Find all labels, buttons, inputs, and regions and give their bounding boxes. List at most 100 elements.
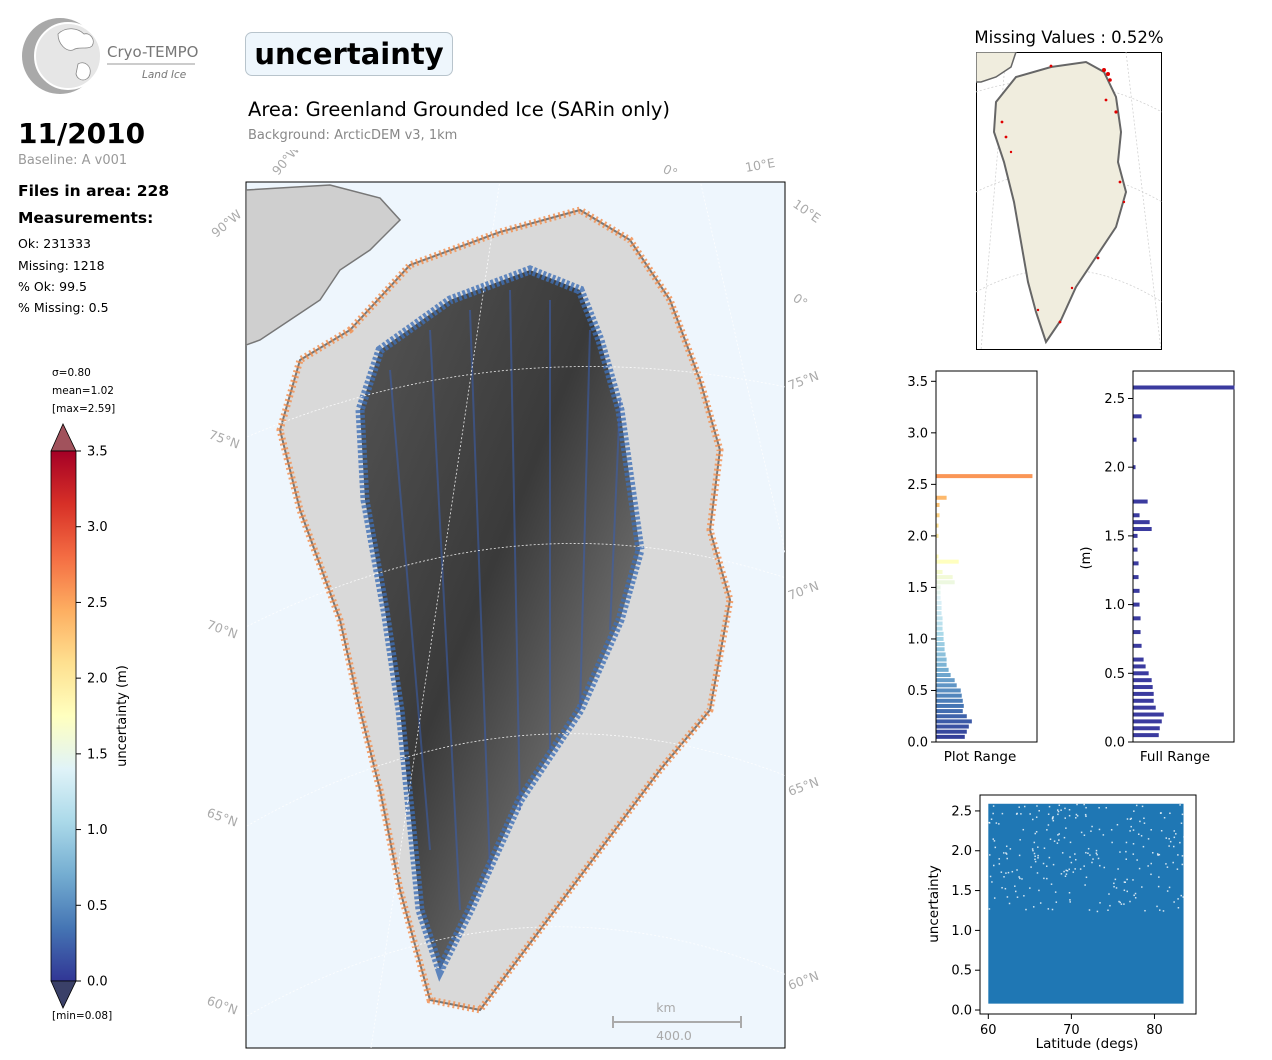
hist-bar — [936, 667, 949, 672]
scatter-gap — [1043, 847, 1046, 849]
scatter-gap — [989, 854, 991, 856]
scatter-gap — [1085, 815, 1087, 818]
scatter-gap — [1020, 813, 1022, 815]
hist-bar — [936, 724, 969, 729]
scatter-gap — [1120, 903, 1123, 905]
ellesmere-land — [246, 184, 402, 346]
scatter-gap — [1070, 861, 1073, 864]
scatter-gap — [1144, 909, 1146, 912]
colorbar-tick-label: 0.0 — [87, 975, 108, 990]
scatter-gap — [1182, 896, 1185, 898]
scatter-gap — [992, 812, 994, 815]
scatter-gap — [1091, 861, 1093, 864]
hist-bar — [936, 652, 946, 657]
lat-label-65-right: 65°N — [786, 774, 821, 799]
hist-bar — [936, 662, 947, 667]
scatter-gap — [1129, 830, 1131, 832]
scatter-gap — [998, 858, 1000, 860]
lat-label-70-right: 70°N — [786, 578, 821, 603]
scatter-gap — [1157, 885, 1160, 888]
hist-bar — [936, 474, 1033, 479]
scatter-gap — [1143, 822, 1146, 824]
scatter-gap — [1107, 909, 1109, 911]
scatter-gap — [1150, 829, 1152, 831]
lon-label-0-right: 0° — [790, 290, 810, 310]
scatter-gap — [1025, 908, 1027, 911]
scatter-gap — [1132, 853, 1135, 855]
scatter-gap — [1134, 892, 1137, 895]
scatter-gap — [1133, 810, 1135, 812]
scatter-gap — [1109, 904, 1111, 907]
hist-bar — [1133, 671, 1149, 676]
scatter-gap — [1135, 804, 1138, 807]
hist-bar — [1133, 726, 1160, 731]
stat-pct-ok: % Ok: 99.5 — [18, 279, 87, 294]
hist-bar — [936, 585, 941, 590]
scatter-gap — [1175, 833, 1177, 835]
inset-greenland — [992, 60, 1128, 345]
scatter-gap — [1147, 865, 1149, 867]
scatter-gap — [1046, 877, 1048, 880]
scatter-gap — [1050, 883, 1053, 885]
scatter-gap — [1032, 906, 1035, 908]
scatter-gap — [1076, 803, 1078, 806]
scatter-gap — [1080, 831, 1083, 834]
scatter-gap — [1087, 847, 1090, 850]
scatter-gap — [1037, 857, 1039, 859]
scatter-gap — [1118, 900, 1120, 903]
scatter-gap — [1061, 852, 1064, 854]
hist-bar — [1133, 561, 1139, 566]
scatter-gap — [1051, 817, 1054, 819]
graticule — [246, 182, 785, 1048]
scatter-gap — [1130, 825, 1132, 828]
scatter-gap — [1005, 852, 1007, 854]
scatter-gap — [1052, 816, 1054, 818]
scatter-gap — [1036, 805, 1038, 807]
scatter-gap — [1083, 834, 1086, 836]
colorbar-tick-label: 0.5 — [87, 899, 108, 914]
hist-bar — [936, 513, 940, 518]
ellesmere-inset — [976, 52, 1017, 83]
colorbar-min: [min=0.08] — [52, 1010, 112, 1022]
scatter-gap — [1084, 813, 1087, 816]
scatter-ytick-label: 1.0 — [951, 924, 972, 939]
scatter-gap — [1123, 881, 1126, 883]
scatter-gap — [1097, 857, 1100, 860]
hist-bar — [936, 647, 945, 652]
scatter-gap — [1019, 839, 1021, 841]
scatter-gap — [990, 818, 993, 820]
scatter-gap — [1075, 813, 1078, 816]
scatter-gap — [1058, 804, 1061, 807]
scatter-gap — [1069, 899, 1071, 901]
colorbar-tick-label: 3.5 — [87, 445, 108, 460]
hist-bar — [936, 575, 953, 580]
scatter-gap — [1150, 873, 1152, 876]
scatter-gap — [1032, 818, 1034, 821]
scatter-gap — [1090, 830, 1092, 832]
scatter-gap — [1065, 869, 1068, 872]
hist-bar — [1133, 691, 1154, 696]
hist-bar — [936, 698, 963, 703]
hist-ytick-label: 0.5 — [907, 684, 928, 699]
scatter-gap — [1023, 805, 1026, 808]
scatter-gap — [1004, 887, 1007, 890]
hist-ytick-label: 1.5 — [907, 581, 928, 596]
histogram-plot-range: 0.0 0.5 1.0 1.5 2.0 2.5 3.0 3.5 Plot Range — [907, 370, 1038, 765]
scatter-gap — [1180, 822, 1183, 824]
lat-label-60-right: 60°N — [786, 968, 821, 993]
hist-bar — [1133, 630, 1141, 635]
colorbar-gradient — [50, 450, 77, 982]
scatter-gap — [1038, 810, 1040, 812]
scatter-gap — [1047, 824, 1050, 826]
hist-ytick-label: 3.0 — [907, 426, 928, 441]
scatter-gap — [1163, 816, 1166, 819]
baseline-label: Baseline: A v001 — [18, 153, 128, 168]
scatter-gap — [1141, 886, 1143, 888]
hist-bar — [936, 673, 951, 678]
hist-bar — [936, 533, 939, 538]
scatter-gap — [1045, 865, 1048, 867]
scatter-gap — [1096, 853, 1098, 856]
hist-ytick-label: 0.0 — [1104, 736, 1125, 751]
hist-bar — [936, 569, 943, 574]
hist-bar — [936, 590, 941, 595]
